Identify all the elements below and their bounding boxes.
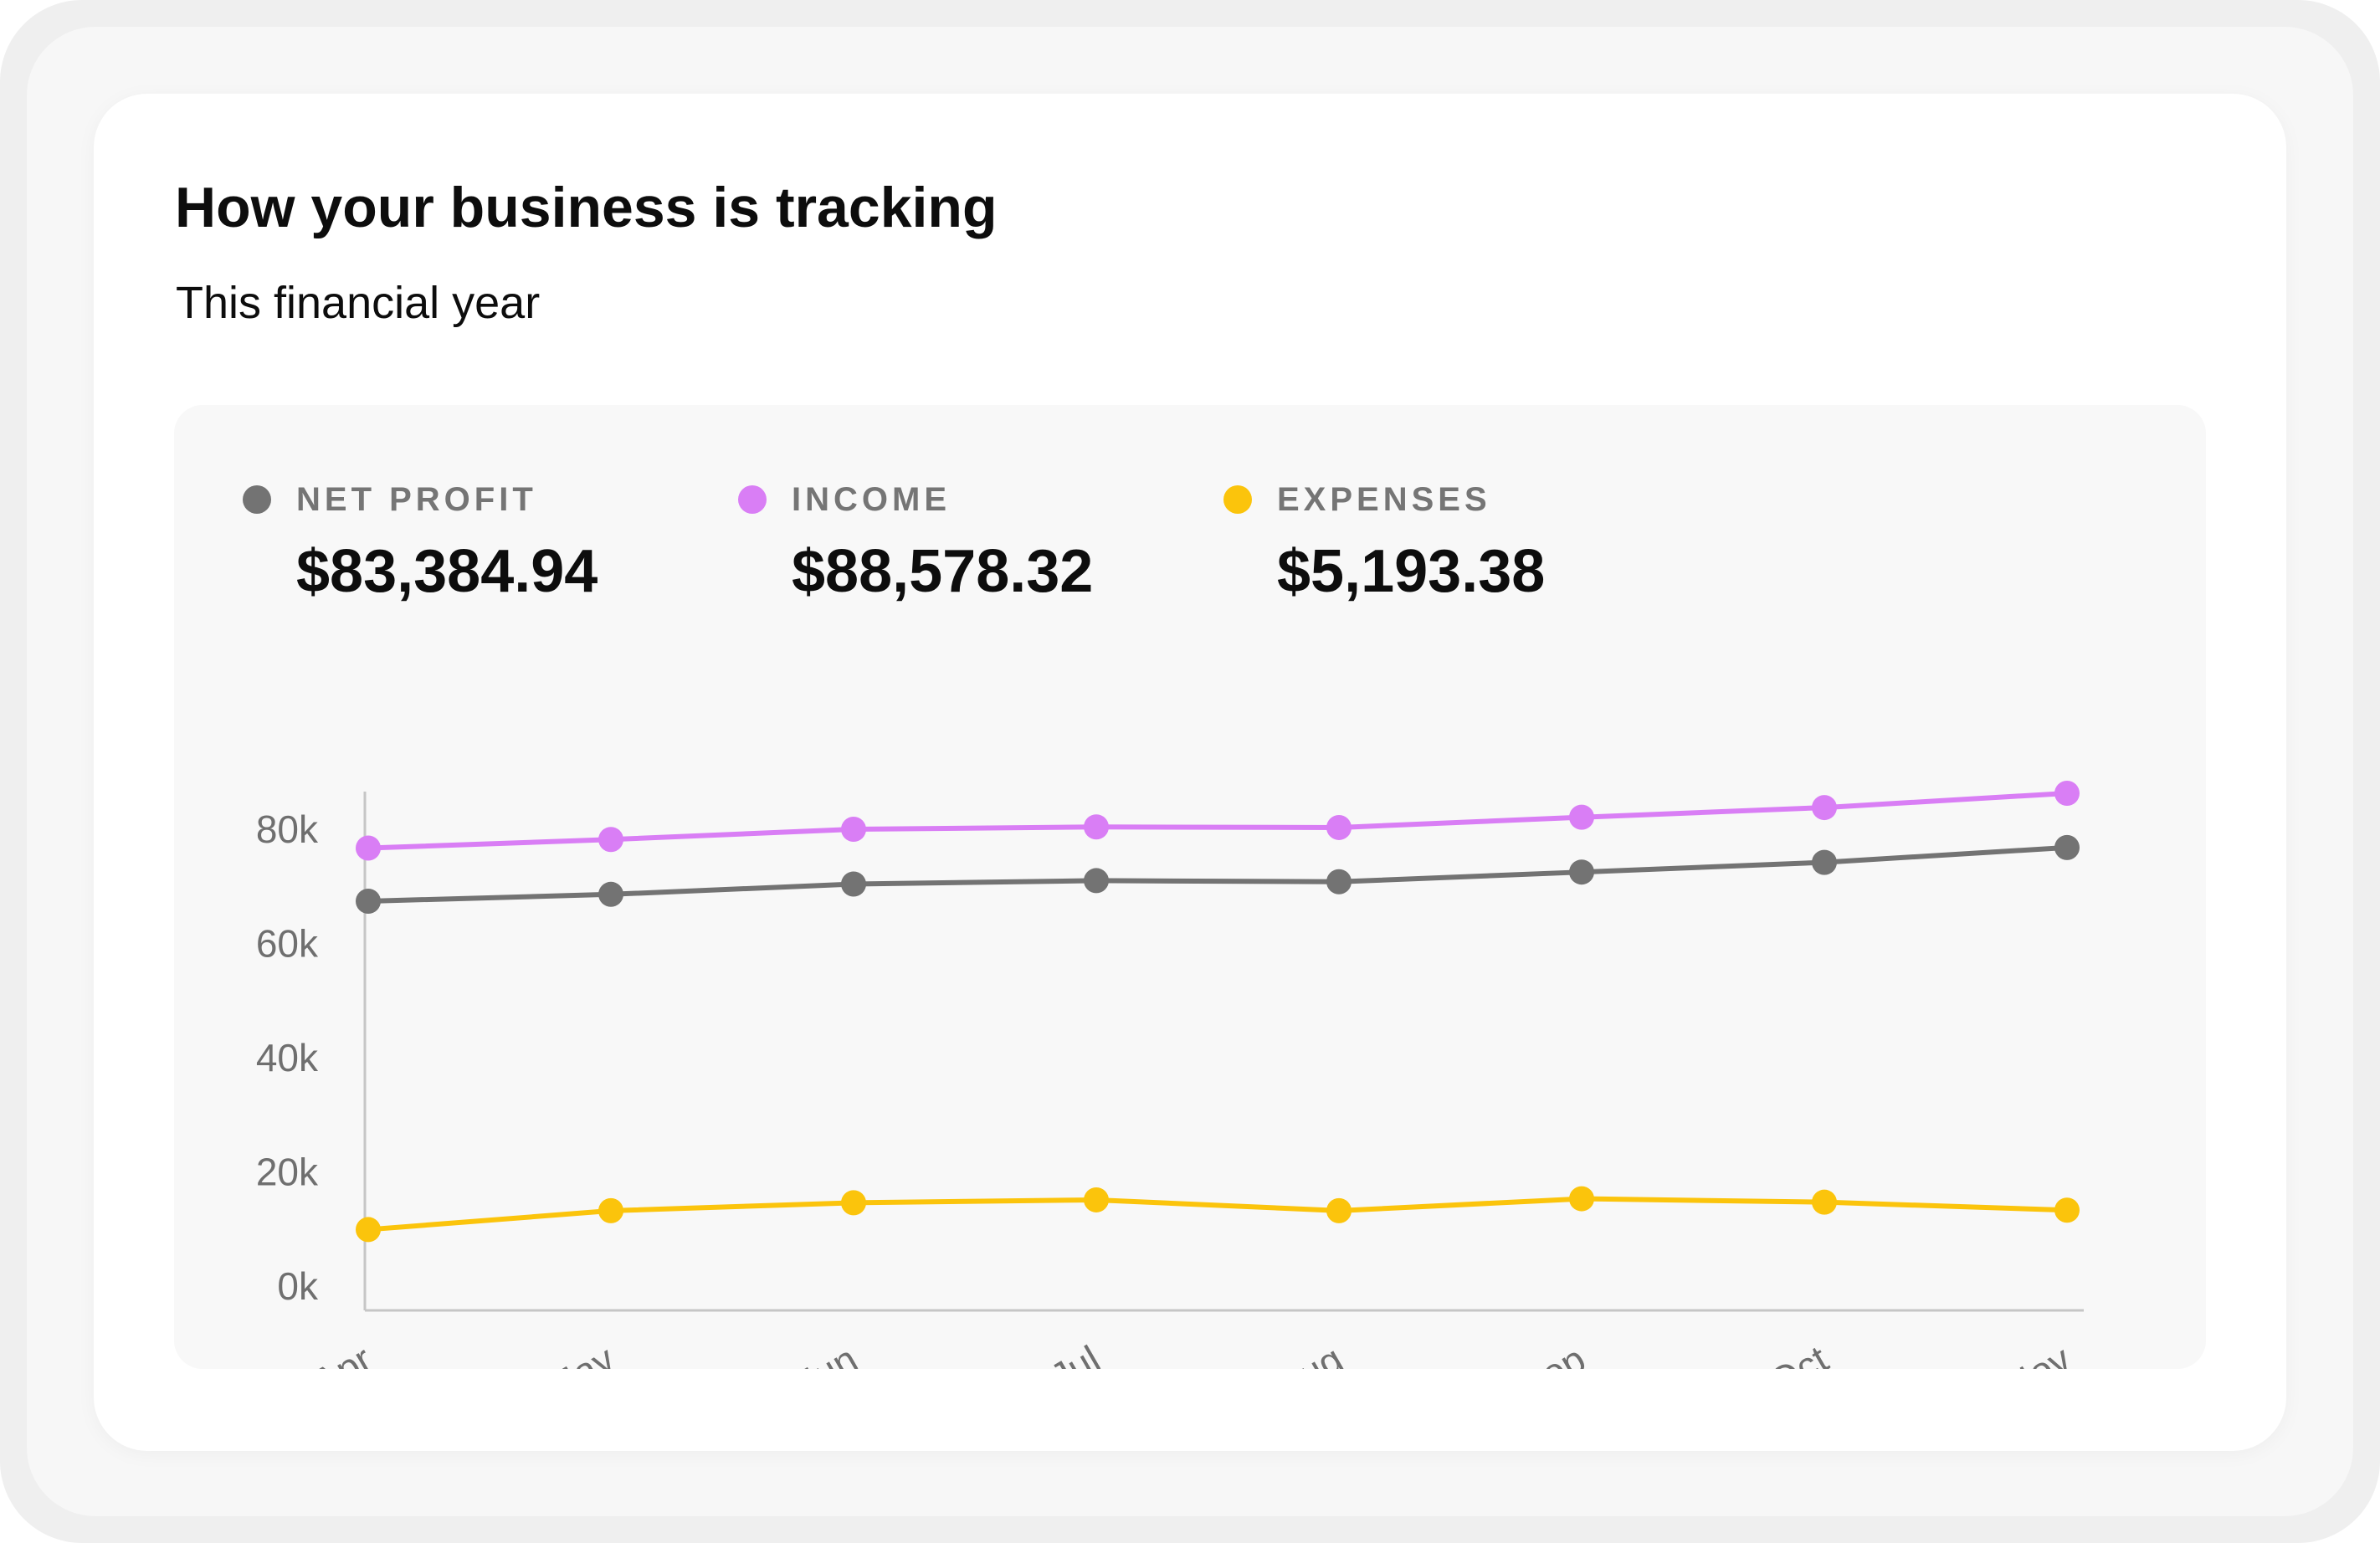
income-series-line bbox=[366, 791, 2070, 851]
income-label: INCOME bbox=[792, 481, 951, 518]
net-profit-value: $83,384.94 bbox=[296, 538, 598, 605]
x-tick-label: Oct bbox=[1762, 1337, 1835, 1369]
x-tick-label: Nov bbox=[1997, 1337, 2078, 1369]
income-point bbox=[356, 835, 381, 861]
expenses-label: EXPENSES bbox=[1277, 481, 1491, 518]
x-tick-label: May bbox=[537, 1337, 622, 1369]
net-profit-point bbox=[2054, 834, 2080, 860]
expenses-point bbox=[356, 1217, 381, 1243]
y-tick-label: 80k bbox=[256, 807, 319, 851]
income-point bbox=[1812, 795, 1837, 821]
y-tick-label: 0k bbox=[277, 1264, 319, 1308]
y-tick-label: 60k bbox=[256, 922, 319, 966]
line-chart: 0k 20k 40k 60k 80k Apr May Jun Jul Aug Sep Oct Nov bbox=[256, 781, 2084, 1369]
expenses-dot-icon bbox=[1223, 485, 1252, 514]
net-profit-label: NET PROFIT bbox=[296, 481, 537, 518]
y-tick-label: 20k bbox=[256, 1151, 319, 1194]
expenses-point bbox=[1569, 1186, 1594, 1212]
card-subtitle: This financial year bbox=[176, 278, 541, 328]
card-title: How your business is tracking bbox=[175, 176, 998, 239]
x-tick-label: Jul bbox=[1043, 1337, 1107, 1369]
expenses-point bbox=[1084, 1187, 1109, 1212]
net-profit-point bbox=[1812, 849, 1837, 875]
income-point bbox=[841, 817, 866, 842]
expenses-point bbox=[1326, 1197, 1352, 1223]
expenses-series-line bbox=[366, 1196, 2070, 1233]
net-profit-point bbox=[841, 871, 866, 897]
income-point bbox=[1084, 814, 1109, 840]
y-tick-label: 40k bbox=[256, 1036, 319, 1079]
income-value: $88,578.32 bbox=[792, 538, 1094, 605]
income-point bbox=[1569, 804, 1594, 830]
x-tick-label: Aug bbox=[1269, 1337, 1350, 1369]
x-tick-label: Sep bbox=[1511, 1337, 1593, 1369]
net-profit-dot-icon bbox=[243, 485, 271, 514]
income-point bbox=[598, 827, 623, 853]
net-profit-point bbox=[1569, 859, 1594, 885]
income-point bbox=[2054, 781, 2080, 807]
expenses-point bbox=[2054, 1197, 2080, 1223]
net-profit-point bbox=[1084, 868, 1109, 894]
net-profit-series-line bbox=[366, 844, 2070, 904]
expenses-point bbox=[598, 1197, 623, 1223]
net-profit-point bbox=[1326, 869, 1352, 895]
net-profit-point bbox=[356, 888, 381, 914]
business-tracking-card: How your business is tracking This finan… bbox=[94, 94, 2286, 1451]
x-tick-label: Apr bbox=[305, 1337, 379, 1369]
income-dot-icon bbox=[738, 485, 767, 514]
expenses-value: $5,193.38 bbox=[1277, 538, 1546, 605]
expenses-point bbox=[1812, 1189, 1837, 1215]
net-profit-point bbox=[598, 881, 623, 907]
income-point bbox=[1326, 814, 1352, 840]
expenses-point bbox=[841, 1190, 866, 1216]
chart-panel: NET PROFIT $83,384.94 INCOME $88,578.32 … bbox=[174, 405, 2206, 1369]
x-tick-label: Jun bbox=[789, 1337, 864, 1369]
